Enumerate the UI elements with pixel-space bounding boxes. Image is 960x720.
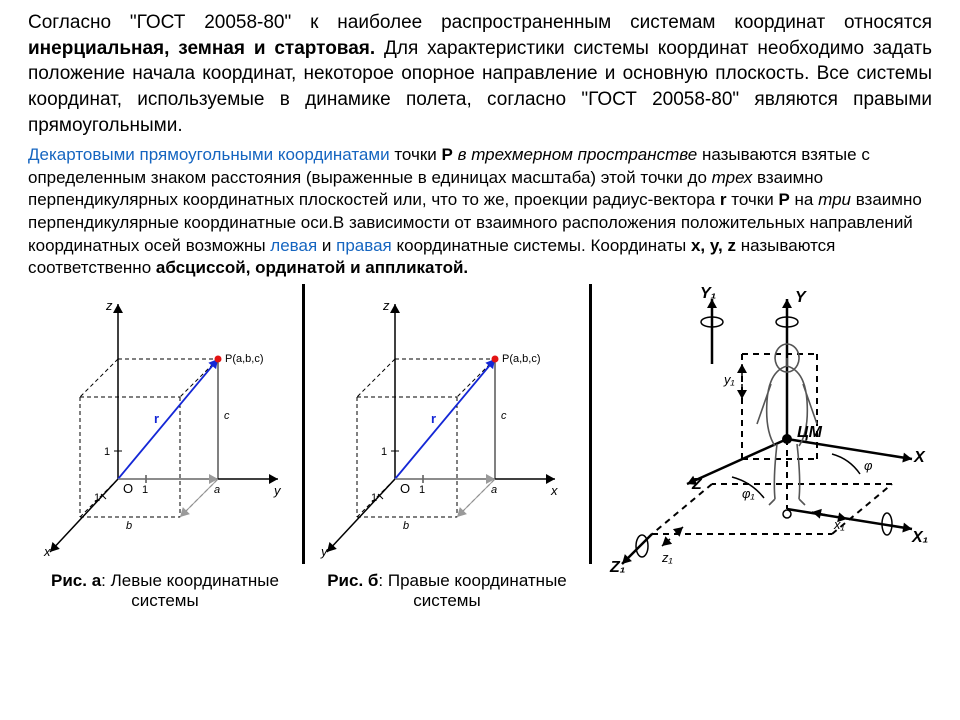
caption-b: Рис. б: Правые координатные системы (305, 571, 590, 611)
svg-text:O: O (400, 481, 410, 496)
svg-text:φ₁: φ₁ (742, 486, 755, 501)
svg-text:O: O (123, 481, 133, 496)
figure-right-coords: Ozxy111P(a,b,c)rabc Рис. б: Правые коорд… (305, 284, 590, 611)
p2-it3: три (818, 190, 851, 209)
p2-b2: r (720, 190, 727, 209)
diagram-human: Y₁ Y X X₁ Z Z₁ ЦМ y₁ x₁ z₁ φ φ₁ (592, 284, 932, 574)
svg-text:z: z (382, 298, 390, 313)
svg-text:Z₁: Z₁ (609, 559, 625, 574)
p2-b3: P (778, 190, 789, 209)
p2-it2: трех (712, 168, 753, 187)
svg-text:x₁: x₁ (833, 517, 845, 532)
p2-b1: P (442, 145, 453, 164)
svg-text:Z: Z (691, 476, 703, 493)
svg-text:a: a (491, 484, 497, 496)
caption-b-rest: : Правые координатные системы (378, 571, 566, 610)
svg-text:ЦМ: ЦМ (797, 424, 823, 441)
svg-text:c: c (224, 410, 230, 422)
p2-t8: и (322, 236, 336, 255)
svg-text:1: 1 (104, 446, 110, 458)
svg-text:b: b (126, 520, 132, 532)
svg-text:z: z (105, 298, 113, 313)
svg-text:P(a,b,c): P(a,b,c) (225, 353, 264, 365)
p1-t1: Согласно "ГОСТ 20058-80" к наиболее расп… (28, 12, 932, 33)
caption-a: Рис. а: Левые координатные системы (28, 571, 302, 611)
svg-text:b: b (403, 520, 409, 532)
svg-text:y₁: y₁ (723, 372, 735, 387)
figure-row: Oz y x 1 1 1 P(a,b,c) r a b c Рис. а: Левые коорди… (28, 284, 932, 611)
svg-text:x: x (550, 483, 558, 498)
svg-text:X: X (913, 449, 926, 466)
paragraph-cartesian: Декартовыми прямоугольными координатами … (28, 144, 932, 280)
caption-b-bold: Рис. б (327, 571, 378, 590)
diagram-right: Ozxy111P(a,b,c)rabc (305, 284, 565, 564)
caption-a-rest: : Левые координатные системы (101, 571, 279, 610)
p2-link3: правая (336, 236, 392, 255)
p2-b5: абсциссой, ординатой и аппликатой. (156, 258, 468, 277)
p2-it1: трехмерном пространстве (471, 145, 697, 164)
p2-b4: x, y, z (691, 236, 736, 255)
svg-text:1: 1 (381, 446, 387, 458)
svg-text:x: x (43, 544, 51, 559)
p2-link1: Декартовыми прямоугольными координатами (28, 145, 390, 164)
p2-t1: точки (394, 145, 441, 164)
svg-text:a: a (214, 484, 220, 496)
svg-text:z₁: z₁ (661, 550, 673, 565)
svg-text:P(a,b,c): P(a,b,c) (502, 353, 541, 365)
svg-text:φ: φ (864, 458, 873, 473)
p2-t9: координатные системы. Координаты (397, 236, 691, 255)
svg-text:r: r (154, 411, 159, 426)
figure-left-coords: Oz y x 1 1 1 P(a,b,c) r a b c Рис. а: Левые коорди… (28, 284, 302, 611)
diagram-left: Oz y x 1 1 1 P(a,b,c) r a b c (28, 284, 288, 564)
svg-text:1: 1 (371, 492, 377, 504)
svg-text:X₁: X₁ (911, 529, 928, 546)
svg-text:1: 1 (94, 492, 100, 504)
svg-text:1: 1 (142, 484, 148, 496)
p1-bold: инерциальная, земная и стартовая. (28, 38, 375, 59)
p2-t2: в (458, 145, 472, 164)
svg-text:r: r (431, 411, 436, 426)
svg-text:y: y (273, 483, 282, 498)
figure-human-coords: Y₁ Y X X₁ Z Z₁ ЦМ y₁ x₁ z₁ φ φ₁ (592, 284, 932, 579)
svg-text:1: 1 (419, 484, 425, 496)
caption-a-bold: Рис. а (51, 571, 101, 590)
p2-t5: точки (731, 190, 778, 209)
paragraph-gost: Согласно "ГОСТ 20058-80" к наиболее расп… (28, 10, 932, 138)
p2-link2: левая (270, 236, 317, 255)
p2-t6: на (795, 190, 819, 209)
svg-text:Y: Y (795, 289, 807, 306)
svg-text:c: c (501, 410, 507, 422)
svg-text:Y₁: Y₁ (700, 285, 716, 302)
